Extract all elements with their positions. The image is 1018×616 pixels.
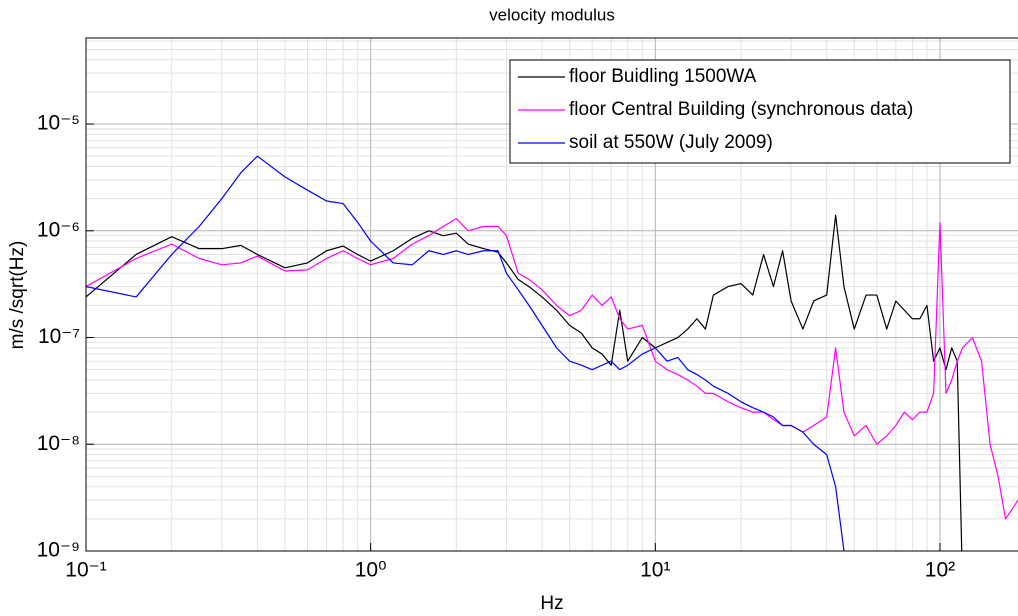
y-axis-label: m/s /sqrt(Hz) [7, 241, 28, 350]
legend-box [509, 59, 1011, 164]
y-tick-label: 10⁻⁷ [38, 325, 80, 348]
y-tick-label: 10⁻⁵ [37, 112, 80, 135]
legend-label: floor Central Building (synchronous data… [569, 99, 913, 120]
chart-title: velocity modulus [489, 5, 615, 24]
series-line [86, 155, 845, 551]
y-tick-label: 10⁻⁶ [37, 218, 80, 241]
x-tick-label: 10² [925, 559, 955, 582]
series-line [86, 218, 1018, 520]
axis-frame [85, 37, 1018, 552]
legend: floor Buidling 1500WA floor Central Build… [509, 59, 1011, 164]
axes: 10⁻¹ 10⁰ 10¹ 10² 10⁻⁹ 10⁻⁸ 10⁻⁷ 10⁻⁶ 10⁻⁵ [37, 37, 1018, 582]
lines [86, 155, 1018, 551]
x-tick-label: 10⁰ [355, 559, 387, 582]
x-axis-label: Hz [540, 593, 563, 614]
y-tick-label: 10⁻⁹ [37, 539, 80, 562]
legend-label: soil at 550W (July 2009) [569, 132, 773, 153]
x-tick-label: 10⁻¹ [65, 559, 106, 582]
legend-label: floor Buidling 1500WA [569, 66, 757, 87]
x-tick-label: 10¹ [640, 559, 670, 582]
y-tick-label: 10⁻⁸ [37, 432, 80, 455]
grid [85, 38, 1018, 552]
